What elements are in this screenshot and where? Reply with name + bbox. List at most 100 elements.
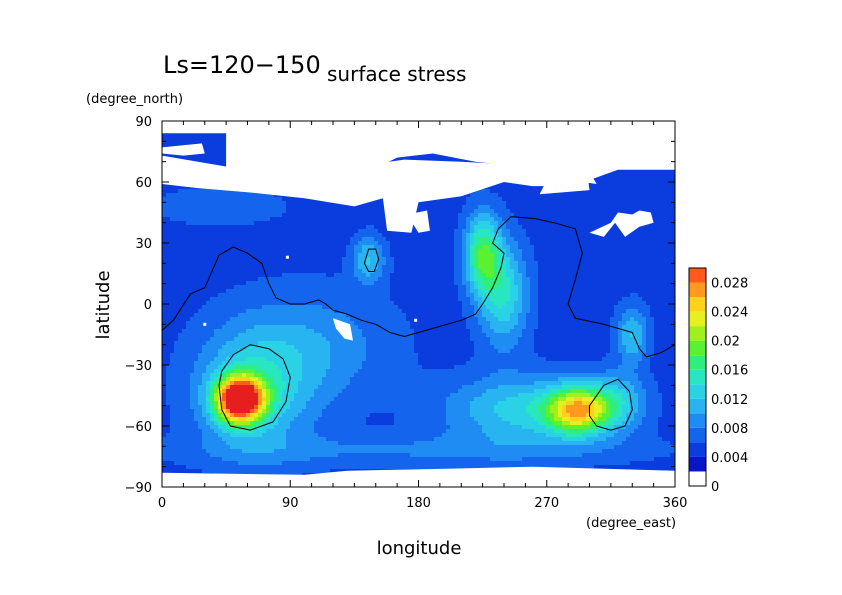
field-cell: [302, 265, 307, 270]
field-cell: [510, 217, 515, 222]
field-cell: [162, 209, 167, 214]
field-cell: [574, 257, 579, 262]
field-cell: [170, 213, 175, 218]
field-cell: [530, 213, 535, 218]
field-cell: [406, 249, 411, 254]
field-cell: [646, 177, 651, 182]
field-cell: [618, 261, 623, 266]
field-cell: [186, 257, 191, 262]
field-cell: [302, 273, 307, 278]
field-cell: [558, 241, 563, 246]
field-cell: [510, 249, 515, 254]
field-cell: [286, 257, 291, 262]
field-cell: [406, 257, 411, 262]
field-cell: [502, 213, 507, 218]
field-cell: [190, 233, 195, 238]
field-cell: [462, 249, 467, 254]
field-cell: [350, 213, 355, 218]
field-cell: [502, 233, 507, 238]
field-cell: [362, 253, 367, 258]
field-cell: [490, 209, 495, 214]
field-cell: [174, 141, 179, 146]
field-cell: [526, 189, 531, 194]
field-cell: [450, 273, 455, 278]
field-cell: [362, 257, 367, 262]
field-cell: [202, 257, 207, 262]
field-cell: [642, 197, 647, 202]
field-cell: [374, 217, 379, 222]
field-cell: [194, 197, 199, 202]
field-cell: [278, 257, 283, 262]
field-cell: [202, 197, 207, 202]
field-cell: [434, 153, 439, 158]
field-cell: [178, 273, 183, 278]
field-cell: [538, 241, 543, 246]
field-cell: [530, 185, 535, 190]
field-cell: [238, 237, 243, 242]
field-cell: [190, 137, 195, 142]
field-cell: [322, 205, 327, 210]
field-cell: [202, 265, 207, 270]
field-cell: [654, 201, 659, 206]
field-cell: [538, 213, 543, 218]
field-cell: [202, 269, 207, 274]
field-cell: [634, 261, 639, 266]
field-cell: [546, 205, 551, 210]
field-cell: [534, 241, 539, 246]
field-cell: [606, 245, 611, 250]
field-cell: [554, 233, 559, 238]
field-cell: [654, 265, 659, 270]
field-cell: [518, 241, 523, 246]
field-cell: [406, 157, 411, 162]
field-cell: [430, 153, 435, 158]
field-cell: [606, 213, 611, 218]
field-cell: [198, 213, 203, 218]
field-cell: [478, 269, 483, 274]
field-cell: [454, 233, 459, 238]
field-cell: [618, 233, 623, 238]
field-cell: [226, 261, 231, 266]
field-cell: [366, 229, 371, 234]
field-cell: [222, 253, 227, 258]
field-cell: [490, 233, 495, 238]
field-cell: [638, 253, 643, 258]
field-cell: [466, 209, 471, 214]
field-cell: [306, 265, 311, 270]
field-cell: [170, 273, 175, 278]
field-cell: [174, 133, 179, 138]
field-cell: [222, 261, 227, 266]
field-cell: [478, 241, 483, 246]
field-cell: [650, 265, 655, 270]
field-cell: [666, 185, 671, 190]
field-cell: [310, 265, 315, 270]
field-cell: [566, 209, 571, 214]
field-cell: [602, 189, 607, 194]
field-cell: [542, 269, 547, 274]
field-cell: [214, 225, 219, 230]
field-cell: [198, 237, 203, 242]
field-cell: [230, 229, 235, 234]
field-cell: [202, 273, 207, 278]
field-cell: [450, 241, 455, 246]
field-cell: [186, 153, 191, 158]
field-cell: [518, 213, 523, 218]
field-cell: [398, 273, 403, 278]
field-cell: [554, 257, 559, 262]
field-cell: [250, 269, 255, 274]
field-cell: [486, 193, 491, 198]
field-cell: [502, 249, 507, 254]
field-cell: [502, 181, 507, 186]
field-cell: [614, 225, 619, 230]
field-cell: [162, 133, 167, 138]
field-cell: [594, 253, 599, 258]
field-cell: [494, 257, 499, 262]
field-cell: [206, 209, 211, 214]
field-cell: [566, 265, 571, 270]
field-cell: [590, 245, 595, 250]
field-cell: [190, 157, 195, 162]
field-cell: [338, 249, 343, 254]
field-cell: [266, 257, 271, 262]
field-cell: [658, 197, 663, 202]
field-cell: [438, 253, 443, 258]
field-cell: [458, 261, 463, 266]
